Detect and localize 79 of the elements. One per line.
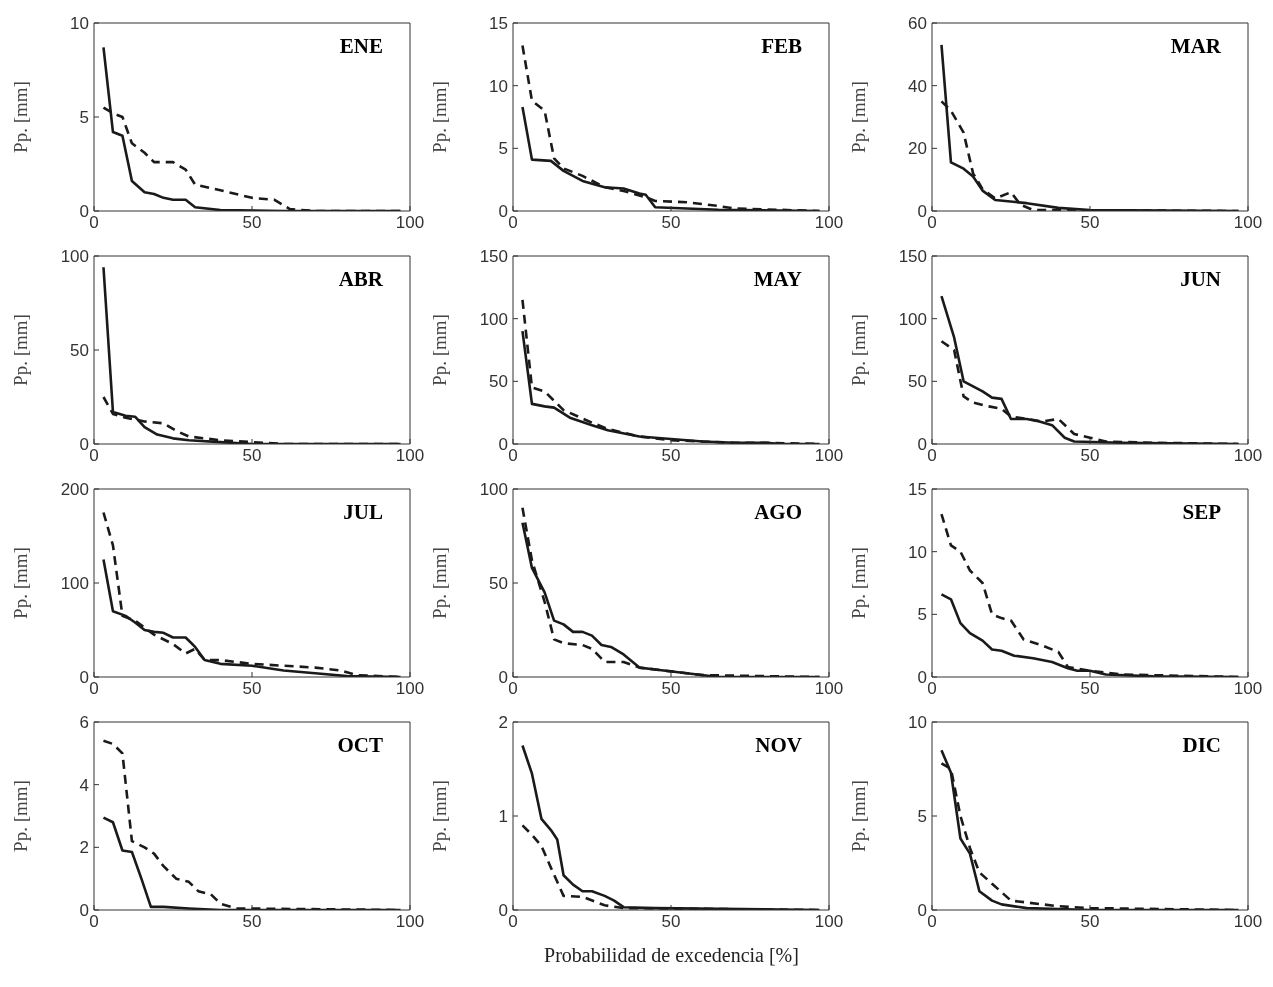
y-tick-label: 2 [79, 838, 89, 858]
x-tick-label: 100 [1233, 446, 1263, 466]
text: MAY [753, 267, 802, 292]
x-tick-label: 50 [661, 679, 681, 699]
y-tick-label: 10 [70, 14, 89, 34]
x-tick-label: 100 [814, 679, 844, 699]
y-tick-label: 50 [489, 574, 508, 594]
y-tick-label: 100 [898, 309, 927, 329]
x-tick-label: 100 [814, 446, 844, 466]
text: NOV [755, 733, 802, 758]
y-tick-label: 50 [70, 341, 89, 361]
y-tick-label: 40 [908, 76, 927, 96]
y-tick-label: 5 [917, 807, 927, 827]
y-tick-label: 1 [498, 807, 508, 827]
y-tick-label: 60 [908, 14, 927, 34]
text: MAR [1170, 34, 1221, 59]
y-tick-label: 15 [908, 480, 927, 500]
y-axis-title: Pp. [mm] [428, 547, 450, 619]
y-tick-label: 10 [908, 542, 927, 562]
x-tick-label: 50 [1080, 679, 1100, 699]
y-tick-label: 150 [479, 247, 508, 267]
y-tick-label: 5 [917, 605, 927, 625]
x-tick-label: 100 [395, 213, 425, 233]
y-axis-title: Pp. [mm] [847, 547, 869, 619]
x-tick-label: 100 [814, 213, 844, 233]
y-tick-label: 100 [479, 480, 508, 500]
y-axis-title: Pp. [mm] [9, 314, 31, 386]
y-tick-label: 5 [79, 108, 89, 128]
x-tick-label: 50 [242, 446, 262, 466]
x-tick-label: 50 [242, 679, 262, 699]
x-tick-label: 100 [814, 912, 844, 932]
y-tick-label: 5 [498, 139, 508, 159]
x-tick-label: 50 [661, 446, 681, 466]
text: ENE [339, 34, 383, 59]
y-tick-label: 4 [79, 775, 89, 795]
y-tick-label: 20 [908, 139, 927, 159]
y-axis-title: Pp. [mm] [847, 780, 869, 852]
text: OCT [337, 733, 383, 758]
text: JUN [1180, 267, 1221, 292]
y-tick-label: 2 [498, 713, 508, 733]
y-axis-title: Pp. [mm] [428, 314, 450, 386]
y-axis-title: Pp. [mm] [847, 81, 869, 153]
x-tick-label: 100 [395, 446, 425, 466]
x-tick-label: 50 [1080, 213, 1100, 233]
x-tick-label: 50 [1080, 446, 1100, 466]
y-tick-label: 6 [79, 713, 89, 733]
x-tick-label: 50 [242, 912, 262, 932]
x-tick-label: 100 [395, 912, 425, 932]
x-tick-label: 50 [242, 213, 262, 233]
x-tick-label: 100 [1233, 912, 1263, 932]
text: FEB [761, 34, 802, 59]
x-tick-label: 50 [661, 912, 681, 932]
y-tick-label: 50 [908, 372, 927, 392]
x-tick-label: 50 [661, 213, 681, 233]
y-tick-label: 10 [489, 76, 508, 96]
y-tick-label: 100 [479, 309, 508, 329]
y-axis-title: Pp. [mm] [9, 547, 31, 619]
text: SEP [1182, 500, 1221, 525]
text: JUL [343, 500, 383, 525]
y-tick-label: 150 [898, 247, 927, 267]
y-tick-label: 200 [60, 480, 89, 500]
y-tick-label: 15 [489, 14, 508, 34]
text: AGO [754, 500, 802, 525]
y-axis-title: Pp. [mm] [847, 314, 869, 386]
y-axis-title: Pp. [mm] [9, 780, 31, 852]
x-tick-label: 100 [1233, 679, 1263, 699]
x-axis-title: Probabilidad de excedencia [%] [543, 944, 800, 967]
y-tick-label: 10 [908, 713, 927, 733]
x-tick-label: 50 [1080, 912, 1100, 932]
y-axis-title: Pp. [mm] [9, 81, 31, 153]
x-tick-label: 100 [1233, 213, 1263, 233]
y-axis-title: Pp. [mm] [428, 81, 450, 153]
x-tick-label: 100 [395, 679, 425, 699]
y-axis-title: Pp. [mm] [428, 780, 450, 852]
text: ABR [338, 267, 383, 292]
text: DIC [1182, 733, 1221, 758]
y-tick-label: 100 [60, 247, 89, 267]
y-tick-label: 100 [60, 574, 89, 594]
y-tick-label: 50 [489, 372, 508, 392]
